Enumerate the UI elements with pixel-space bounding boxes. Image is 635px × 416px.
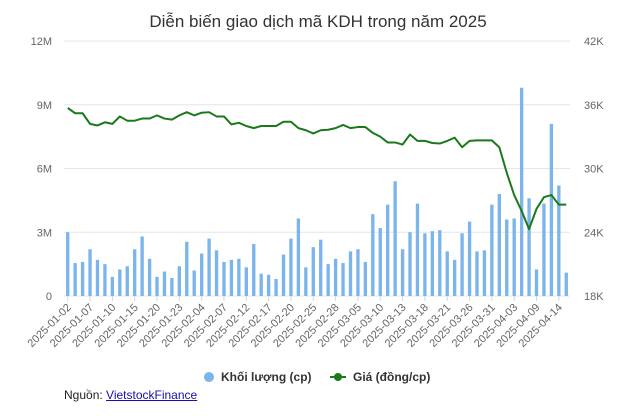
y-right-tick-label: 24K <box>584 227 604 239</box>
volume-bar <box>170 277 174 296</box>
legend: Khối lượng (cp) Giá (đồng/cp) <box>204 370 430 384</box>
volume-bar <box>475 251 479 296</box>
volume-bar <box>326 264 330 296</box>
y-right-tick-label: 18K <box>584 291 604 303</box>
y-right-tick-label: 30K <box>584 164 604 176</box>
source-link[interactable]: VietstockFinance <box>106 388 198 402</box>
volume-bar <box>460 233 464 296</box>
volume-bar <box>452 259 457 296</box>
grid-lines <box>64 40 570 297</box>
volume-bar <box>266 274 271 296</box>
volume-bar <box>363 262 368 296</box>
volume-bar <box>557 185 561 296</box>
y-left-tick-label: 3M <box>37 227 52 239</box>
source-note: Nguồn: VietstockFinance <box>64 388 197 402</box>
volume-bar <box>438 230 442 296</box>
volume-bar <box>185 241 189 296</box>
volume-bar <box>319 239 323 296</box>
y-right-tick-label: 36K <box>584 100 604 112</box>
volume-bar <box>505 219 509 296</box>
legend-volume-marker <box>204 372 214 382</box>
volume-bar <box>304 267 308 296</box>
volume-bar <box>341 263 345 296</box>
volume-bar <box>274 279 278 296</box>
volume-bar <box>73 263 77 296</box>
volume-bar <box>564 272 568 296</box>
volume-bar <box>542 203 546 296</box>
volume-bar <box>214 250 219 296</box>
y-axis-left: 0 3M 6M 9M 12M <box>31 36 52 303</box>
volume-bar <box>333 258 338 296</box>
volume-bar <box>95 259 100 296</box>
volume-bar <box>244 267 248 296</box>
volume-bar <box>519 87 524 296</box>
volume-bar <box>177 266 182 296</box>
volume-bar <box>207 238 211 296</box>
volume-bar <box>467 221 472 296</box>
volume-bar <box>490 204 494 296</box>
source-label: Nguồn: <box>64 388 103 402</box>
volume-bar <box>140 236 144 296</box>
volume-bar <box>348 251 353 296</box>
volume-bar <box>80 262 85 296</box>
volume-bar <box>415 203 420 296</box>
volume-bar <box>192 270 196 296</box>
volume-bar <box>408 232 412 296</box>
volume-bar <box>103 264 107 296</box>
volume-bar <box>110 276 115 296</box>
volume-bar <box>371 214 375 296</box>
volume-bar <box>118 269 122 296</box>
volume-bar <box>252 243 256 296</box>
price-series-line <box>67 107 567 231</box>
volume-bar <box>549 123 554 296</box>
volume-bar <box>386 204 390 296</box>
legend-price-marker <box>334 373 342 381</box>
y-left-tick-label: 12M <box>31 36 52 48</box>
volume-bar <box>237 258 241 296</box>
volume-bar <box>445 251 449 296</box>
y-left-tick-label: 0 <box>46 291 52 303</box>
y-left-tick-label: 9M <box>37 100 52 112</box>
volume-bar <box>527 198 531 296</box>
volume-bars <box>66 87 568 296</box>
volume-bar <box>378 228 382 296</box>
volume-bar <box>147 258 152 296</box>
volume-bar <box>356 249 360 296</box>
volume-bar <box>88 249 92 296</box>
volume-bar <box>133 249 137 296</box>
volume-bar <box>497 194 501 296</box>
chart-title: Diễn biến giao dịch mã KDH trong năm 202… <box>149 12 486 31</box>
volume-bar <box>259 273 263 296</box>
volume-bar <box>229 259 234 296</box>
x-axis-ticks: 2025-01-022025-01-072025-01-102025-01-15… <box>26 296 565 350</box>
y-left-tick-label: 6M <box>37 164 52 176</box>
price-line <box>67 107 567 231</box>
volume-bar <box>289 238 293 296</box>
volume-bar <box>393 181 397 296</box>
volume-bar <box>311 247 315 296</box>
volume-bar <box>534 269 539 296</box>
volume-bar <box>482 250 487 296</box>
volume-bar <box>66 232 70 296</box>
volume-bar <box>222 262 226 296</box>
volume-bar <box>155 276 159 296</box>
volume-bar <box>430 231 435 296</box>
volume-bar <box>281 254 286 296</box>
legend-price-label: Giá (đồng/cp) <box>353 370 430 384</box>
volume-bar <box>125 266 129 296</box>
y-right-tick-label: 42K <box>584 36 604 48</box>
volume-bar <box>296 218 301 296</box>
volume-bar <box>400 249 405 296</box>
volume-bar <box>162 271 167 296</box>
volume-bar <box>199 253 204 296</box>
y-axis-right: 18K 24K 30K 36K 42K <box>584 36 604 303</box>
legend-volume-label: Khối lượng (cp) <box>221 370 312 384</box>
volume-bar <box>423 233 427 296</box>
volume-bar <box>512 218 516 296</box>
